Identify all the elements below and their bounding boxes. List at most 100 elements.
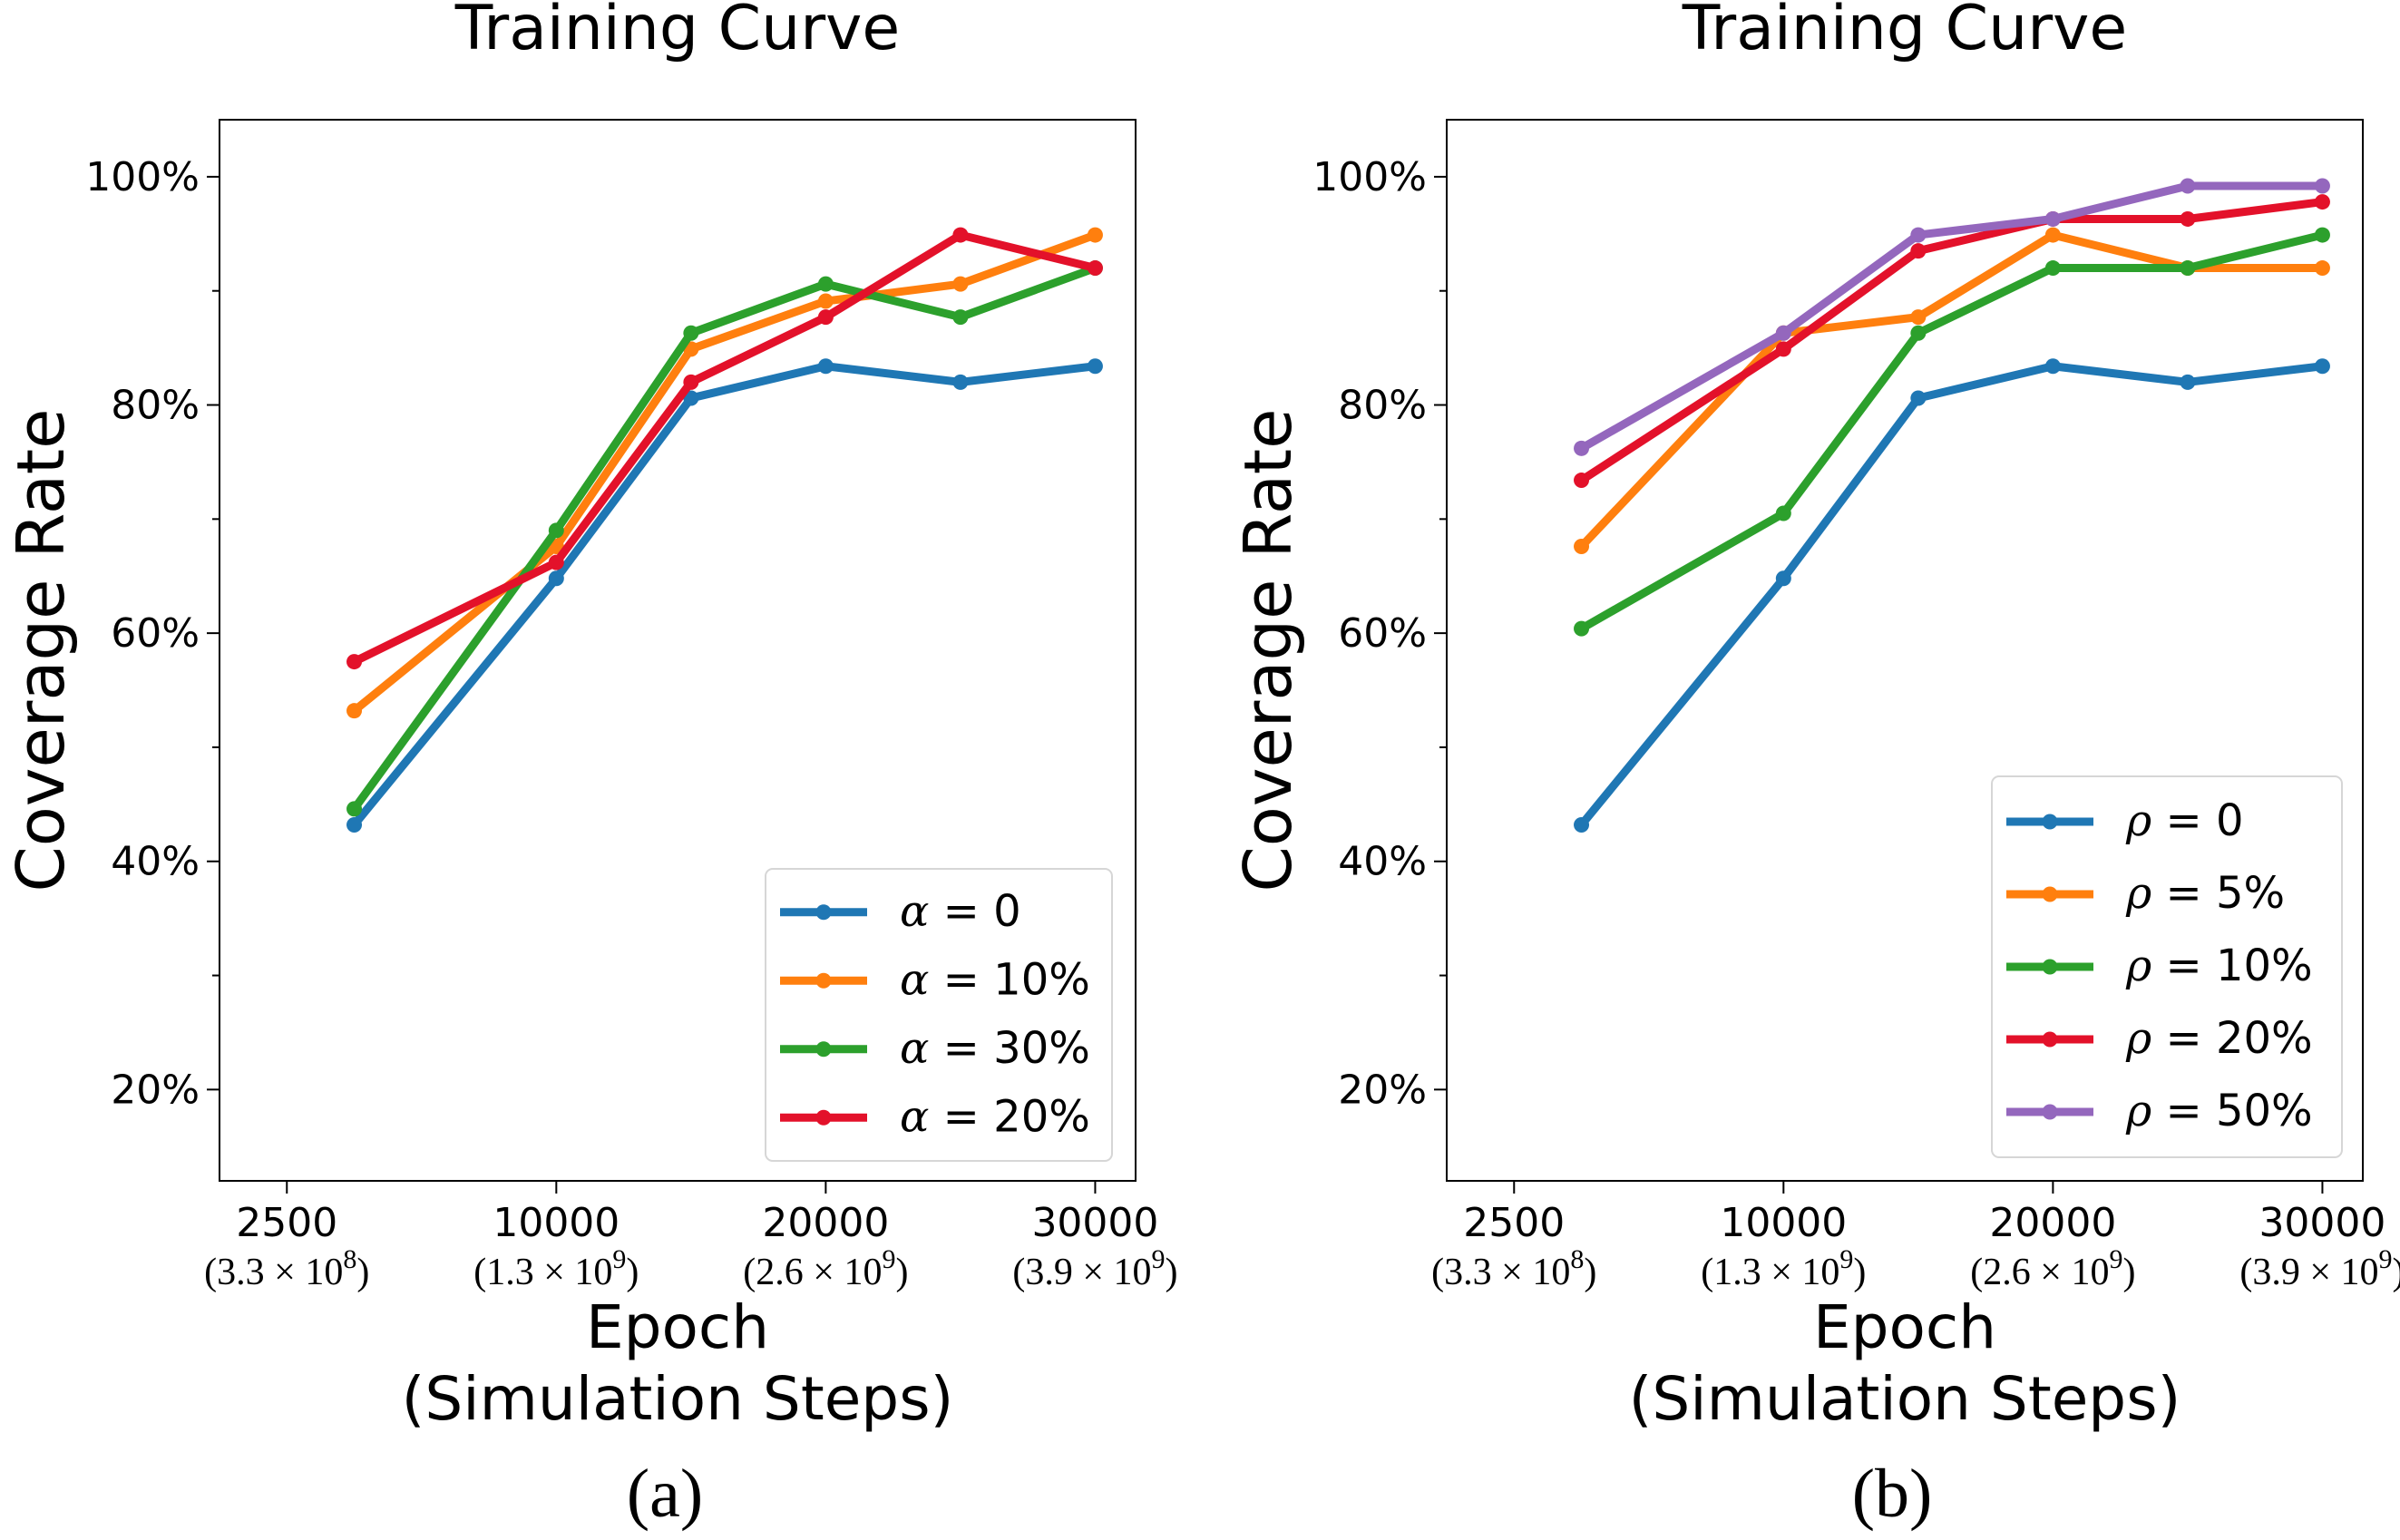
- legend-swatch-marker: [815, 904, 832, 921]
- data-point: [548, 570, 564, 587]
- legend-swatch-marker: [2042, 886, 2058, 902]
- legend: ρ = 0ρ = 5%ρ = 10%ρ = 20%ρ = 50%: [1991, 775, 2343, 1158]
- x-tick-sublabel-exponent: 9: [1839, 1244, 1853, 1274]
- data-point: [1775, 570, 1791, 587]
- data-point: [1574, 473, 1590, 489]
- y-tick-label: 100%: [85, 154, 200, 200]
- x-axis-label: Epoch: [586, 1292, 769, 1362]
- x-tick-label: 20000: [762, 1200, 889, 1246]
- legend-value: 50%: [2216, 1086, 2313, 1136]
- x-tick-sublabel-exponent: 9: [2109, 1244, 2122, 1274]
- legend-item: ρ = 10%: [2006, 941, 2313, 991]
- legend-swatch-marker: [2042, 1031, 2058, 1048]
- x-tick-label: 30000: [2259, 1200, 2385, 1246]
- y-tick-label: 60%: [111, 610, 200, 657]
- x-tick-sublabel-exponent: 8: [1570, 1244, 1584, 1274]
- series-0: [346, 358, 1103, 833]
- x-tick-sublabel-tail: ): [1166, 1252, 1178, 1293]
- y-tick-label: 80%: [1338, 383, 1427, 429]
- data-point: [1910, 227, 1927, 243]
- legend-symbol: α: [900, 886, 929, 937]
- legend-label: α = 0: [900, 886, 1021, 937]
- x-tick-sublabel-base: (3.9 × 10: [1012, 1252, 1151, 1293]
- x-tick-sublabel-exponent: 8: [343, 1244, 356, 1274]
- plot-frame: [219, 119, 1137, 1182]
- legend-label: α = 30%: [900, 1023, 1090, 1074]
- y-axis-label: Coverage Rate: [1230, 409, 1306, 892]
- data-point: [1574, 440, 1590, 456]
- legend-equals: =: [2151, 868, 2216, 919]
- data-point: [1087, 260, 1103, 277]
- legend-label: α = 10%: [900, 954, 1090, 1005]
- legend-symbol: α: [900, 1023, 929, 1074]
- chart-title: Training Curve: [454, 0, 901, 64]
- legend-value: 20%: [993, 1091, 1090, 1142]
- legend-item: α = 0: [780, 886, 1021, 937]
- data-point: [346, 801, 363, 817]
- x-tick-sublabel: (3.3 × 108): [1431, 1244, 1596, 1293]
- data-point: [346, 654, 363, 670]
- data-point: [1775, 505, 1791, 521]
- series-3: [1574, 194, 2330, 489]
- data-point: [1910, 390, 1927, 406]
- series-3: [346, 227, 1103, 670]
- x-axis-label: Epoch: [1813, 1292, 1996, 1362]
- x-axis-sublabel: (Simulation Steps): [1629, 1364, 2181, 1434]
- x-tick-sublabel-base: (3.3 × 10: [204, 1252, 343, 1293]
- data-point: [1775, 325, 1791, 341]
- legend-equals: =: [929, 886, 993, 937]
- data-point: [1574, 539, 1590, 555]
- x-tick-sublabel-exponent: 9: [882, 1244, 895, 1274]
- series-2: [1574, 227, 2330, 637]
- data-point: [2180, 374, 2196, 390]
- plot-frame: [1446, 119, 2364, 1182]
- data-point: [2314, 358, 2330, 375]
- legend-swatch-marker: [815, 1041, 832, 1058]
- x-tick-label: 10000: [1720, 1200, 1847, 1246]
- data-point: [2180, 210, 2196, 227]
- y-tick-label: 20%: [111, 1067, 200, 1113]
- x-tick-sublabel: (1.3 × 109): [1701, 1244, 1866, 1293]
- x-tick-sublabel-tail: ): [356, 1252, 369, 1293]
- y-tick-label: 20%: [1338, 1067, 1427, 1113]
- data-point: [548, 554, 564, 570]
- x-tick-sublabel-tail: ): [1853, 1252, 1866, 1293]
- series-line: [1577, 198, 2327, 485]
- legend-item: ρ = 20%: [2006, 1013, 2313, 1064]
- legend-equals: =: [929, 1023, 993, 1074]
- legend-symbol: ρ: [2125, 941, 2151, 991]
- data-point: [346, 703, 363, 719]
- x-tick-label: 2500: [236, 1200, 337, 1246]
- legend-symbol: α: [900, 1091, 929, 1142]
- data-point: [2314, 178, 2330, 194]
- x-tick-sublabel-tail: ): [2393, 1252, 2400, 1293]
- series-line: [1577, 230, 2327, 633]
- data-point: [1574, 816, 1590, 833]
- legend-label: ρ = 5%: [2125, 868, 2285, 919]
- x-tick-sublabel-tail: ): [1584, 1252, 1596, 1293]
- legend-equals: =: [929, 1091, 993, 1142]
- legend-swatch-marker: [815, 1109, 832, 1126]
- legend-symbol: ρ: [2125, 1013, 2151, 1064]
- x-tick-sublabel: (3.9 × 109): [2239, 1244, 2400, 1293]
- series-0: [1574, 358, 2330, 833]
- legend-symbol: ρ: [2125, 1086, 2151, 1136]
- legend-symbol: ρ: [2125, 868, 2151, 919]
- data-point: [1574, 620, 1590, 637]
- x-tick-sublabel-exponent: 9: [1152, 1244, 1166, 1274]
- series-line: [1577, 181, 2327, 453]
- x-tick-sublabel-tail: ): [2122, 1252, 2135, 1293]
- data-point: [1910, 243, 1927, 259]
- x-axis-sublabel: (Simulation Steps): [402, 1364, 954, 1434]
- data-point: [1087, 358, 1103, 375]
- x-tick-sublabel: (2.6 × 109): [743, 1244, 908, 1293]
- data-point: [2044, 260, 2061, 277]
- legend-value: 10%: [2216, 941, 2313, 991]
- x-tick-label: 30000: [1031, 1200, 1158, 1246]
- y-tick-label: 40%: [1338, 839, 1427, 885]
- data-point: [817, 358, 834, 375]
- data-point: [683, 325, 699, 341]
- legend-value: 10%: [993, 954, 1090, 1005]
- x-tick-sublabel-tail: ): [626, 1252, 639, 1293]
